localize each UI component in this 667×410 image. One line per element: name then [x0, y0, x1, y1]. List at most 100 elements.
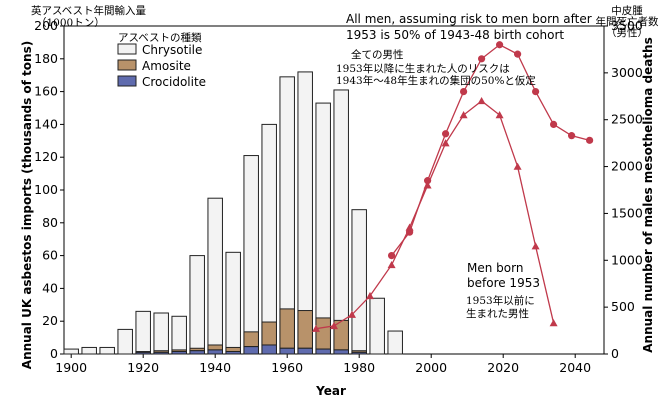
legend-swatch — [117, 43, 137, 55]
y-left-tick-label: 120 — [34, 149, 58, 164]
point-men-born-before-1953 — [366, 291, 374, 300]
x-tick-label: 1920 — [127, 360, 159, 375]
x-tick-label: 1940 — [199, 360, 231, 375]
y-right-tick-label: 1500 — [611, 205, 643, 220]
bar-chrysotile — [315, 102, 331, 355]
y-left-jp-unit: （1000トン） — [36, 17, 105, 29]
y-right-tick-label: 0 — [611, 346, 619, 361]
bar-crocidolite — [135, 351, 151, 355]
point-men-born-before-1953 — [459, 111, 468, 119]
point-all-men — [460, 88, 468, 96]
bar-crocidolite — [189, 350, 205, 355]
bar-chrysotile — [243, 155, 259, 355]
point-all-men — [586, 136, 594, 144]
bar-chrysotile — [135, 310, 151, 355]
point-men-born-before-1953 — [495, 111, 504, 119]
bar-amosite — [207, 344, 223, 351]
bar-crocidolite — [315, 348, 331, 355]
point-men-born-before-1953 — [312, 324, 320, 332]
legend-label: Amosite — [142, 59, 191, 73]
y-left-axis-title: Annual UK asbestos imports (thousands of… — [20, 41, 34, 369]
bar-chrysotile — [117, 328, 133, 355]
legend-label: Chrysotile — [142, 43, 202, 57]
bar-chrysotile — [189, 255, 205, 355]
bar-crocidolite — [297, 347, 313, 355]
y-right-tick-label: 1000 — [611, 252, 643, 267]
bar-amosite — [261, 321, 277, 346]
bar-chrysotile — [99, 346, 115, 355]
bar-chrysotile — [207, 197, 223, 355]
y-left-tick-label: 60 — [42, 248, 58, 263]
bar-chrysotile — [225, 251, 241, 355]
x-axis-title: Year — [315, 384, 346, 398]
y-left-tick-label: 20 — [42, 313, 58, 328]
point-men-born-before-1953 — [423, 181, 432, 189]
annotation-all-men-jp: 全ての男性 — [351, 48, 404, 61]
bar-crocidolite — [153, 351, 169, 355]
bar-chrysotile — [171, 315, 187, 355]
y-left-tick-label: 180 — [34, 51, 58, 66]
x-tick-label: 2020 — [487, 360, 519, 375]
point-all-men — [496, 41, 504, 49]
y-right-jp-label: 中皮腫 — [611, 4, 643, 17]
line-men-born-before-1953 — [315, 100, 555, 330]
y-left-tick-label: 0 — [50, 346, 58, 361]
bar-chrysotile — [153, 312, 169, 355]
annotation-all-men-jp: 1953年以降に生まれた人のリスクは — [336, 62, 510, 75]
bar-amosite — [279, 308, 295, 349]
bar-amosite — [225, 346, 241, 353]
y-left-tick-label: 140 — [34, 116, 58, 131]
y-left-tick-label: 80 — [42, 215, 58, 230]
annotation-all-men-en: All men, assuming risk to men born after — [346, 12, 592, 26]
bar-crocidolite — [225, 351, 241, 355]
point-men-born-before-1953 — [513, 162, 522, 170]
point-men-born-before-1953 — [531, 242, 540, 250]
point-all-men — [442, 130, 450, 138]
annotation-born-before-jp: 1953年以前に — [466, 294, 535, 307]
legend-swatch — [117, 75, 137, 87]
bar-crocidolite — [261, 344, 277, 355]
x-tick-label: 2000 — [415, 360, 447, 375]
y-left-tick-label: 200 — [34, 18, 58, 33]
y-right-tick-label: 500 — [611, 299, 635, 314]
bar-crocidolite — [279, 347, 295, 355]
bar-crocidolite — [333, 349, 349, 355]
bar-amosite — [297, 310, 313, 349]
bar-crocidolite — [207, 349, 223, 355]
bar-chrysotile — [333, 89, 349, 355]
bar-crocidolite — [243, 346, 259, 355]
bar-crocidolite — [171, 351, 187, 355]
x-tick-label: 1900 — [55, 360, 87, 375]
legend-label: Crocidolite — [142, 75, 206, 89]
y-right-tick-label: 2500 — [611, 112, 643, 127]
point-all-men — [478, 55, 486, 63]
point-all-men — [388, 252, 396, 260]
annotation-all-men-jp: 1943年～48年生まれの集団の50%と仮定 — [336, 74, 536, 87]
annotation-born-before-en: Men born — [467, 261, 523, 275]
bar-crocidolite — [351, 351, 367, 355]
point-men-born-before-1953 — [348, 310, 356, 318]
bar-chrysotile — [63, 348, 79, 355]
y-left-jp-label: 英アスベスト年間輸入量 — [31, 4, 146, 17]
x-tick-label: 1980 — [343, 360, 375, 375]
bar-chrysotile — [81, 346, 97, 355]
point-men-born-before-1953 — [441, 139, 450, 147]
y-right-jp-label: 年間死亡者数 — [596, 15, 659, 28]
point-all-men — [532, 88, 540, 96]
bar-chrysotile — [351, 209, 367, 355]
bar-amosite — [243, 331, 259, 348]
y-right-tick-label: 3000 — [611, 65, 643, 80]
point-all-men — [514, 50, 522, 58]
y-right-axis-title: Annual number of males mesothelioma deat… — [641, 37, 655, 352]
y-right-tick-label: 3500 — [611, 18, 643, 33]
point-men-born-before-1953 — [549, 319, 558, 327]
bar-chrysotile — [261, 123, 277, 355]
bar-chrysotile — [387, 330, 403, 355]
y-left-tick-label: 40 — [42, 280, 58, 295]
bar-chrysotile — [369, 297, 385, 355]
y-left-tick-label: 100 — [34, 182, 58, 197]
bar-amosite — [315, 317, 331, 350]
point-all-men — [550, 120, 558, 128]
